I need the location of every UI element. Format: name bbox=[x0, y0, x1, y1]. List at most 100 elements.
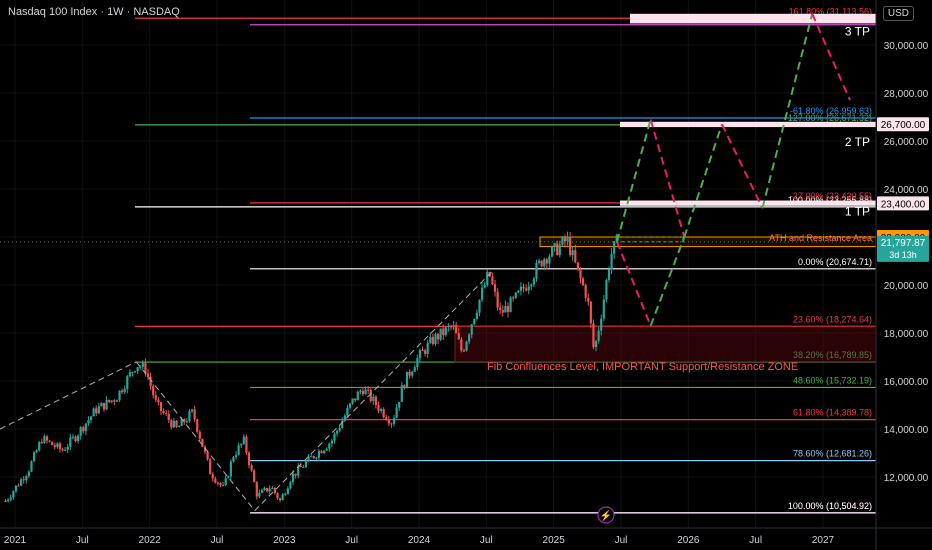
candle-body bbox=[483, 285, 486, 288]
y-tick-label: 14,000.00 bbox=[884, 425, 929, 436]
fib-label: 48.60% (15,732.19) bbox=[793, 375, 872, 385]
lightning-icon[interactable] bbox=[597, 506, 615, 524]
candle-body bbox=[574, 250, 577, 263]
candle-body bbox=[9, 497, 12, 500]
candle-body bbox=[177, 426, 181, 428]
candle-body bbox=[183, 419, 186, 423]
price-tag bbox=[877, 196, 929, 211]
candle-body bbox=[133, 371, 137, 373]
candle-body bbox=[584, 285, 587, 298]
candle-body bbox=[232, 457, 235, 462]
candle-body bbox=[400, 385, 403, 402]
candle-body bbox=[131, 372, 134, 374]
x-tick-label: 2024 bbox=[408, 535, 431, 546]
candle-body bbox=[379, 409, 383, 411]
candle-body bbox=[395, 407, 398, 418]
candle-body bbox=[413, 367, 416, 372]
candle-body bbox=[51, 441, 54, 446]
x-tick-label: Jul bbox=[615, 535, 628, 546]
candle-body bbox=[299, 465, 302, 468]
x-tick-label: Jul bbox=[211, 535, 224, 546]
fib-zone-label: Fib Confluences Level, IMPORTANT Support… bbox=[487, 361, 798, 373]
candle-body bbox=[105, 399, 108, 410]
y-tick-label: 16,000.00 bbox=[884, 377, 929, 388]
candle-body bbox=[222, 485, 225, 487]
candle-body bbox=[89, 416, 93, 420]
candle-body bbox=[82, 427, 85, 432]
candle-body bbox=[452, 325, 455, 327]
x-tick-label: Jul bbox=[480, 535, 493, 546]
candle-body bbox=[58, 443, 62, 450]
trend-line bbox=[0, 361, 137, 430]
tp1-band bbox=[620, 200, 876, 206]
candle-body bbox=[576, 262, 580, 270]
candle-body bbox=[255, 482, 258, 497]
candle-body bbox=[361, 391, 365, 395]
candle-body bbox=[325, 448, 328, 451]
price-tag-text: 26,700.00 bbox=[881, 120, 926, 131]
candle-body bbox=[348, 403, 352, 408]
candle-body bbox=[126, 376, 129, 389]
candle-body bbox=[499, 307, 502, 311]
candle-body bbox=[25, 476, 28, 481]
candle-body bbox=[102, 402, 106, 410]
x-tick-label: 2022 bbox=[139, 535, 162, 546]
candle-body bbox=[144, 362, 147, 374]
candle-body bbox=[558, 244, 561, 255]
candle-body bbox=[369, 389, 372, 402]
candle-body bbox=[527, 286, 530, 291]
y-tick-label: 30,000.00 bbox=[884, 41, 929, 52]
candle-body bbox=[278, 498, 282, 501]
candle-body bbox=[424, 350, 427, 354]
candle-body bbox=[242, 436, 245, 444]
candle-body bbox=[154, 395, 157, 400]
candle-body bbox=[341, 420, 344, 428]
candle-body bbox=[245, 436, 248, 453]
candle-body bbox=[328, 443, 331, 449]
candle-body bbox=[613, 241, 616, 254]
price-tag-text: 23,400.00 bbox=[881, 199, 926, 210]
candle-body bbox=[240, 443, 243, 446]
candle-body bbox=[569, 236, 572, 255]
candle-body bbox=[478, 299, 481, 313]
candle-body bbox=[372, 396, 375, 402]
time-axis[interactable]: 2021 Jul 2022 Jul 2023 Jul 2024 Jul 2025 Jul 2026 J… bbox=[4, 535, 835, 546]
candle-body bbox=[444, 327, 447, 335]
x-tick-label: 2027 bbox=[812, 535, 835, 546]
annotations: 3 TP 2 TP 1 TP ATH and Resistance Area Fib C… bbox=[487, 24, 872, 373]
candle-body bbox=[284, 494, 287, 496]
trend-line bbox=[254, 270, 494, 511]
candle-body bbox=[563, 237, 567, 242]
candle-body bbox=[364, 389, 367, 395]
currency-button[interactable]: USD bbox=[882, 6, 914, 21]
candle-body bbox=[71, 436, 75, 438]
candle-body bbox=[434, 334, 437, 345]
candle-body bbox=[20, 479, 23, 486]
projection-segment bbox=[811, 13, 851, 101]
candle-body bbox=[338, 427, 341, 431]
candle-body bbox=[359, 391, 362, 393]
projection-segment bbox=[649, 236, 686, 327]
candle-body bbox=[377, 405, 380, 411]
candle-body bbox=[115, 400, 119, 402]
candle-body bbox=[514, 292, 517, 298]
candle-body bbox=[610, 253, 613, 270]
candle-body bbox=[548, 256, 551, 264]
candle-body bbox=[540, 260, 543, 267]
candle-body bbox=[56, 443, 59, 448]
candle-body bbox=[522, 286, 525, 289]
candle-body bbox=[12, 491, 15, 498]
fib-label: 100.00% (23,255.88) bbox=[788, 195, 872, 205]
candle-body bbox=[27, 471, 30, 477]
candle-body bbox=[211, 474, 214, 479]
candle-body bbox=[302, 466, 305, 468]
candle-body bbox=[571, 250, 574, 255]
candle-body bbox=[553, 243, 556, 247]
gridlines bbox=[0, 0, 876, 528]
candle-body bbox=[607, 269, 611, 281]
candle-body bbox=[455, 325, 458, 334]
candle-body bbox=[4, 501, 7, 502]
candle-body bbox=[224, 478, 227, 486]
candle-body bbox=[32, 452, 36, 462]
